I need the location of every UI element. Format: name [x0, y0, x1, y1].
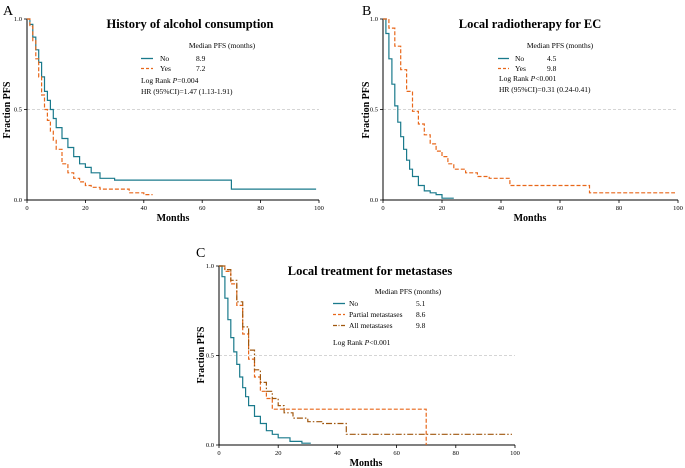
legend-median: 8.6	[416, 310, 426, 319]
y-tick-label: 0.5	[206, 353, 214, 360]
y-tick-label: 1.0	[206, 263, 214, 270]
legend-label: Yes	[160, 64, 171, 73]
panel-letter: B	[362, 4, 371, 19]
legend-median: 7.2	[196, 64, 206, 73]
panel-letter: A	[3, 4, 14, 19]
legend-label: No	[515, 54, 524, 63]
x-tick-label: 20	[439, 205, 446, 212]
stat-annotation: Log Rank P<0.001	[499, 74, 557, 83]
x-tick-label: 80	[616, 205, 623, 212]
x-tick-label: 80	[257, 205, 264, 212]
legend-label: No	[349, 299, 358, 308]
y-tick-label: 0.0	[206, 442, 214, 449]
y-tick-label: 0.0	[370, 197, 378, 204]
x-axis-label: Months	[350, 458, 383, 468]
y-tick-label: 0.0	[14, 197, 22, 204]
panel-a: A History of alcohol consumption 0.0 0.5 1.0…	[2, 4, 324, 224]
x-tick-label: 40	[498, 205, 505, 212]
panel-c: C Local treatment for metastases 0.0 0.5 1.0…	[196, 246, 520, 468]
y-tick-label: 0.5	[14, 107, 22, 114]
chart-title: Local radiotherapy for EC	[459, 17, 601, 31]
panel-b: B Local radiotherapy for EC 0.0 0.5 1.0 0 20 40…	[361, 4, 683, 224]
x-axis-label: Months	[514, 213, 547, 224]
legend-median: 8.9	[196, 54, 206, 63]
x-tick-label: 60	[557, 205, 564, 212]
y-axis-label: Fraction PFS	[2, 81, 13, 138]
series-line-all-metastases	[219, 265, 512, 435]
x-tick-label: 0	[381, 205, 384, 212]
series-line-no	[219, 265, 311, 444]
x-tick-label: 60	[393, 450, 400, 457]
x-tick-label: 20	[275, 450, 282, 457]
legend-title: Median PFS (months)	[527, 41, 594, 50]
stat-annotation: Log Rank P=0.004	[141, 76, 199, 85]
x-tick-label: 60	[199, 205, 206, 212]
x-axis-label: Months	[157, 213, 190, 224]
chart-title: Local treatment for metastases	[288, 264, 453, 278]
legend-median: 5.1	[416, 299, 426, 308]
stat-annotation: HR (95%CI)=0.31 (0.24-0.41)	[499, 85, 591, 94]
y-tick-label: 1.0	[370, 16, 378, 23]
stat-annotation: HR (95%CI)=1.47 (1.13-1.91)	[141, 87, 233, 96]
x-tick-label: 100	[673, 205, 683, 212]
y-tick-label: 1.0	[14, 16, 22, 23]
chart-title: History of alcohol consumption	[106, 17, 273, 31]
series-line-no	[383, 18, 454, 199]
legend-label: Yes	[515, 64, 526, 73]
x-tick-label: 40	[334, 450, 341, 457]
panel-letter: C	[196, 246, 205, 261]
legend-median: 4.5	[547, 54, 557, 63]
legend-median: 9.8	[416, 321, 426, 330]
y-tick-label: 0.5	[370, 107, 378, 114]
x-tick-label: 20	[82, 205, 89, 212]
x-tick-label: 40	[141, 205, 148, 212]
x-tick-label: 0	[25, 205, 28, 212]
x-tick-label: 0	[217, 450, 220, 457]
legend-label: No	[160, 54, 169, 63]
x-tick-label: 100	[314, 205, 324, 212]
series-line-no	[27, 18, 317, 190]
y-axis-label: Fraction PFS	[361, 81, 372, 138]
legend-title: Median PFS (months)	[189, 41, 256, 50]
series-line-yes	[27, 18, 153, 196]
x-tick-label: 100	[510, 450, 520, 457]
legend-label: Partial metastases	[349, 310, 403, 319]
legend-title: Median PFS (months)	[375, 287, 442, 296]
series-line-yes	[383, 18, 675, 194]
y-axis-label: Fraction PFS	[196, 326, 207, 383]
legend-median: 9.8	[547, 64, 557, 73]
stat-annotation: Log Rank P<0.001	[333, 338, 391, 347]
x-tick-label: 80	[453, 450, 460, 457]
legend-label: All metastases	[349, 321, 393, 330]
